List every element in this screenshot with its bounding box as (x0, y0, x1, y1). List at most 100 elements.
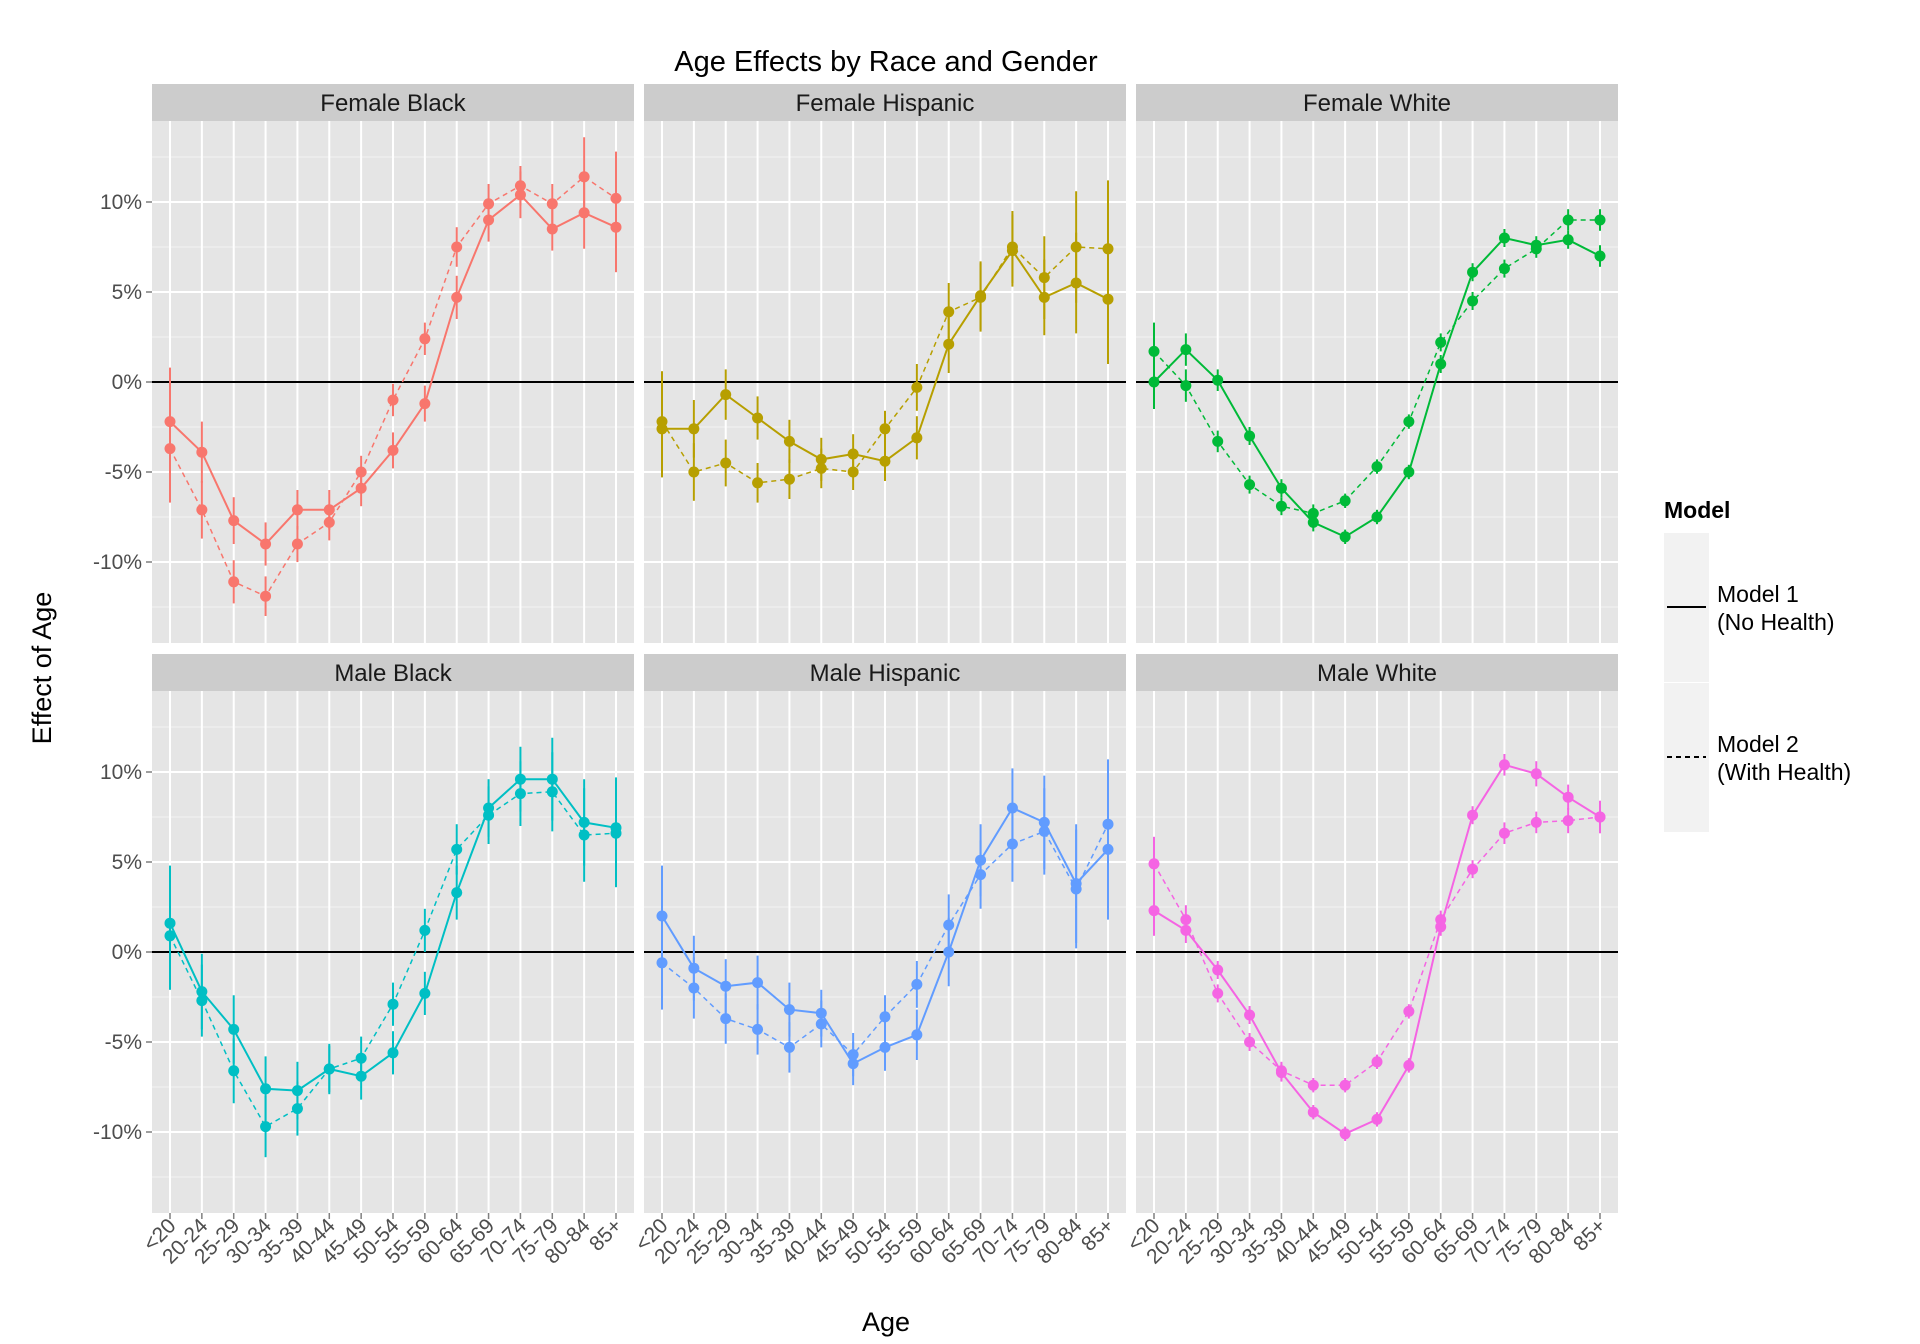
model2-point (1244, 479, 1256, 491)
model1-point (720, 980, 732, 992)
model2-point (514, 788, 526, 800)
model2-point (578, 829, 590, 841)
model2-point (260, 1121, 272, 1133)
facet-strip (152, 654, 634, 691)
model2-point (1403, 1005, 1415, 1017)
y-tick-label: -5% (105, 461, 142, 484)
y-tick-label: 0% (112, 371, 142, 394)
model1-point (228, 1023, 240, 1035)
model2-point (688, 466, 700, 478)
model2-point (783, 1041, 795, 1053)
model2-point (419, 333, 431, 345)
model2-point (1594, 811, 1606, 823)
model1-point (688, 423, 700, 435)
x-axis-title: Age (862, 1307, 910, 1337)
model1-point (1371, 511, 1383, 523)
facet-strip-label: Female White (1303, 90, 1451, 117)
model2-point (1530, 243, 1542, 255)
facet-strip-label: Male Hispanic (810, 660, 961, 687)
model2-point (451, 843, 463, 855)
facet-strip-label: Male Black (334, 660, 452, 687)
y-tick-label: -10% (93, 1121, 142, 1144)
model1-point (228, 515, 240, 527)
facet-strip-label: Female Hispanic (796, 90, 975, 117)
model2-point (975, 869, 987, 881)
legend-item-label: Model 2 (1717, 731, 1799, 757)
model2-point (291, 1103, 303, 1115)
model1-point (879, 1041, 891, 1053)
model2-point (1148, 345, 1160, 357)
facet-strip (644, 84, 1126, 121)
legend-title: Model (1664, 497, 1730, 523)
model2-point (1498, 827, 1510, 839)
model1-point (387, 1047, 399, 1059)
model2-point (656, 957, 668, 969)
model1-point (943, 338, 955, 350)
model1-point (879, 455, 891, 467)
model1-point (752, 977, 764, 989)
model2-point (260, 590, 272, 602)
model2-point (752, 477, 764, 489)
model2-point (164, 443, 176, 455)
y-tick-label: 0% (112, 941, 142, 964)
model1-point (546, 223, 558, 235)
model1-point (1180, 344, 1192, 356)
model2-point (387, 394, 399, 406)
facet-panel: Female Black -10% -5% 0% 5% 10% (93, 84, 634, 643)
model2-point (1594, 214, 1606, 226)
model1-point (720, 389, 732, 401)
model2-point (1275, 1065, 1287, 1077)
model2-point (1102, 818, 1114, 830)
x-tick-label: 85+ (585, 1214, 626, 1255)
model2-point (323, 516, 335, 528)
model1-point (1530, 768, 1542, 780)
model1-point (783, 1004, 795, 1016)
model1-point (1212, 374, 1224, 386)
facet-panel: Female White (1136, 84, 1618, 643)
legend: Model Model 1(No Health) Model 2(With Heal… (1664, 497, 1851, 832)
model2-point (514, 180, 526, 192)
facet-panel: Male Black-10%-5%0%5%10%<2020-2425-2930-… (93, 654, 634, 1269)
facet-panels: Female Black -10% -5% 0% 5% 10% Female Hispani… (93, 84, 1618, 1269)
y-axis-title: Effect of Age (27, 592, 57, 745)
model2-point (911, 978, 923, 990)
model2-point (815, 1018, 827, 1030)
model2-point (1562, 214, 1574, 226)
model2-point (1180, 914, 1192, 926)
model2-point (1339, 495, 1351, 507)
model1-point (1339, 531, 1351, 543)
chart-title: Age Effects by Race and Gender (674, 46, 1098, 78)
model1-point (1498, 759, 1510, 771)
model1-point (1244, 430, 1256, 442)
model1-point (196, 446, 208, 458)
model2-point (546, 786, 558, 798)
model2-point (291, 538, 303, 550)
model2-point (1212, 435, 1224, 447)
model2-point (387, 998, 399, 1010)
facet-strip (644, 654, 1126, 691)
model2-point (1180, 380, 1192, 392)
model2-point (1435, 914, 1447, 926)
legend-item-sublabel: (With Health) (1717, 759, 1851, 785)
y-tick-label: 10% (100, 761, 142, 784)
model2-point (610, 827, 622, 839)
facet-panel: Male White<2020-2425-2930-3435-3940-4445… (1123, 654, 1618, 1269)
model1-point (1467, 266, 1479, 278)
model2-point (1530, 816, 1542, 828)
model2-point (1307, 507, 1319, 519)
model1-point (1562, 791, 1574, 803)
model2-point (720, 1013, 732, 1025)
model2-point (610, 192, 622, 204)
model2-point (943, 919, 955, 931)
model2-point (578, 171, 590, 183)
model2-point (1467, 295, 1479, 307)
model2-point (355, 1052, 367, 1064)
model2-point (1244, 1036, 1256, 1048)
model2-point (1339, 1079, 1351, 1091)
facet-strip (152, 84, 634, 121)
model1-point (1371, 1113, 1383, 1125)
y-tick-label: -5% (105, 1031, 142, 1054)
model2-point (419, 924, 431, 936)
model1-point (1562, 234, 1574, 246)
